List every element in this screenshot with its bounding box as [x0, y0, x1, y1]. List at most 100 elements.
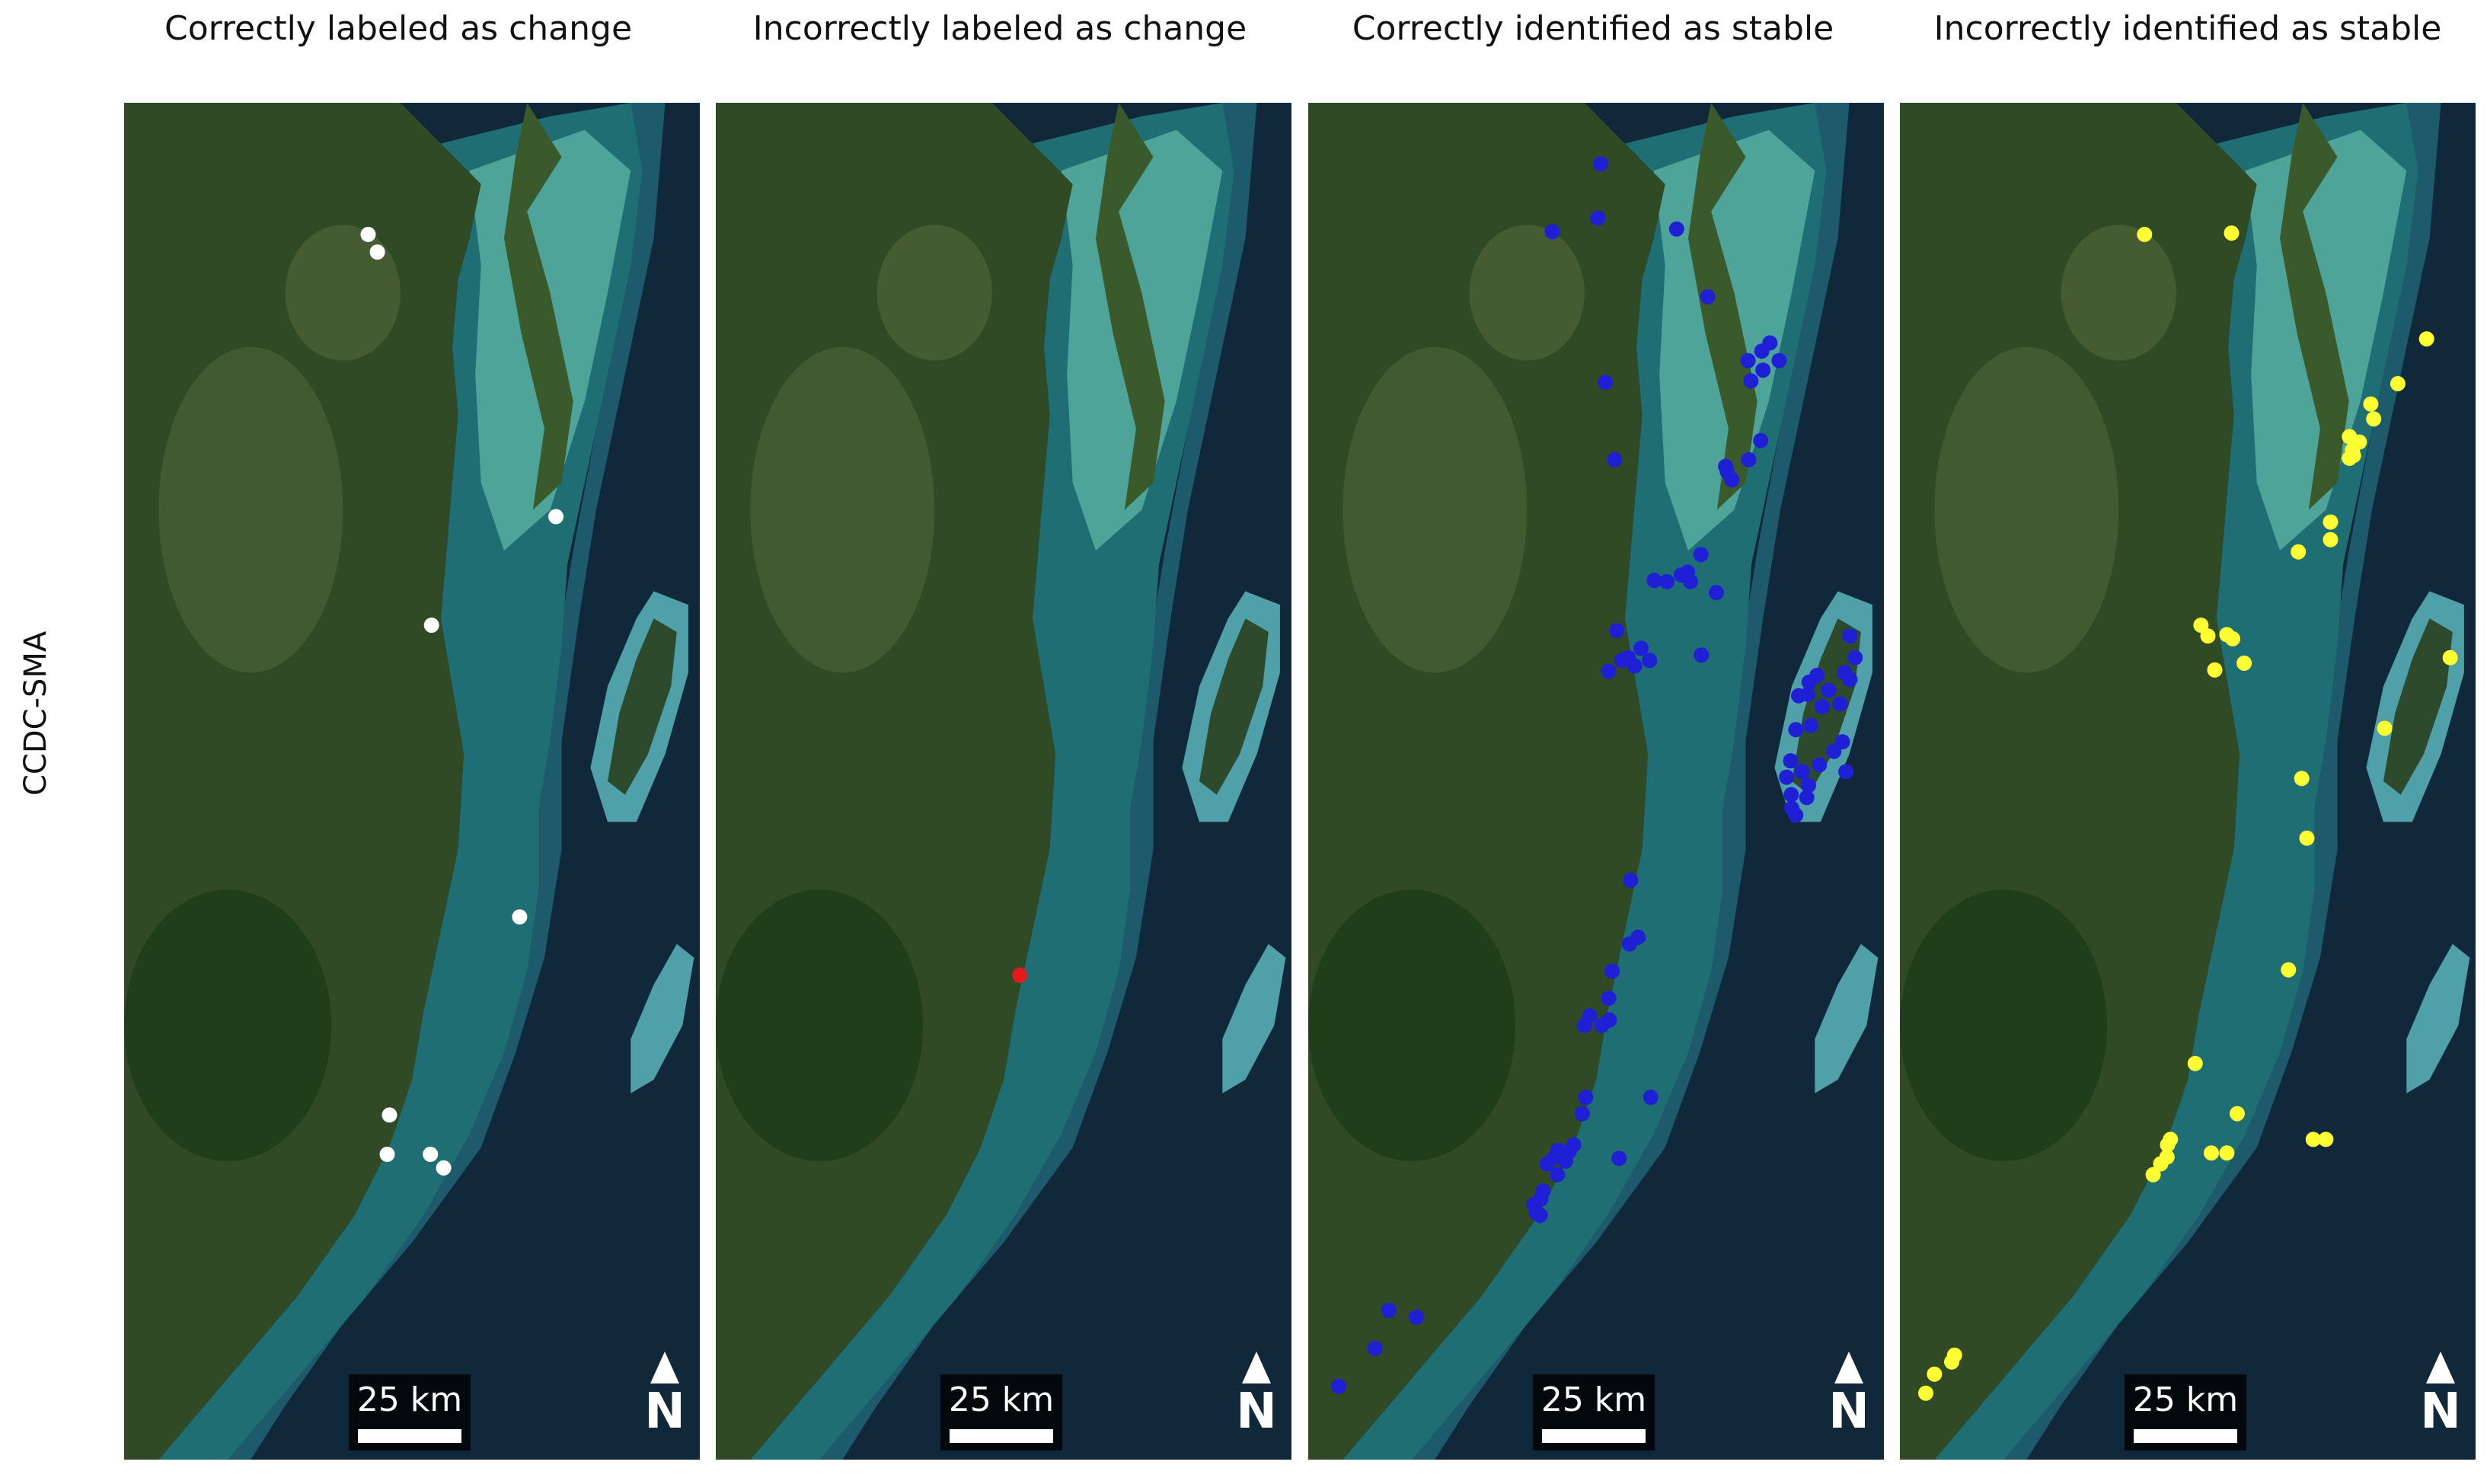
sample-point: [2366, 411, 2382, 427]
north-arrow: N: [1234, 1352, 1279, 1443]
sample-point: [2294, 771, 2310, 787]
panel-3-title: Correctly identified as stable: [1352, 9, 1834, 48]
scale-bar-line: [358, 1429, 461, 1443]
sample-point: [1694, 647, 1710, 663]
scale-bar: 25 km: [2125, 1374, 2246, 1450]
north-arrow-icon: [2426, 1352, 2455, 1383]
sample-point: [1557, 1154, 1573, 1169]
north-arrow-icon: [1242, 1352, 1271, 1383]
map-panel-2[interactable]: 25 km N: [716, 103, 1291, 1460]
sample-point: [1668, 221, 1684, 237]
row-label: CCDC-SMA: [18, 630, 53, 796]
sample-point: [1544, 224, 1560, 240]
sample-point: [1601, 991, 1617, 1007]
sample-point: [2291, 544, 2307, 560]
sample-point: [1779, 769, 1795, 785]
satellite-basemap: [1308, 103, 1884, 1460]
map-panel-3[interactable]: 25 km N: [1308, 103, 1884, 1460]
scale-bar-line: [950, 1429, 1053, 1443]
sample-point: [1601, 663, 1617, 679]
sample-point: [2187, 1055, 2203, 1071]
sample-point: [2200, 628, 2216, 644]
sample-point: [1409, 1309, 1425, 1325]
sample-point: [2193, 618, 2209, 633]
sample-point: [1594, 1017, 1610, 1033]
sample-point: [1627, 658, 1643, 674]
scale-bar-line: [1542, 1429, 1646, 1443]
sample-point: [1753, 432, 1769, 448]
sample-point: [1918, 1385, 1933, 1401]
sample-point: [1719, 464, 1735, 480]
north-arrow-label: N: [1828, 1383, 1869, 1440]
sample-point: [1801, 674, 1817, 690]
sample-point: [1783, 753, 1799, 769]
north-arrow-icon: [650, 1352, 679, 1383]
sample-point: [1788, 722, 1804, 738]
sample-point: [423, 618, 439, 633]
sample-point: [1659, 574, 1674, 589]
map-panel-1[interactable]: 25 km N: [124, 103, 700, 1460]
satellite-basemap: [124, 103, 700, 1460]
sample-point: [1754, 343, 1770, 359]
sample-point: [1642, 653, 1658, 669]
sample-point: [1812, 757, 1828, 773]
sample-point: [2363, 396, 2379, 412]
sample-point: [1838, 764, 1854, 780]
sample-point: [2305, 1131, 2321, 1147]
north-arrow: N: [1826, 1352, 1872, 1443]
sample-point: [2224, 225, 2240, 241]
sample-point: [1609, 623, 1625, 639]
sample-point: [369, 244, 385, 260]
sample-point: [1832, 696, 1848, 712]
north-arrow-label: N: [644, 1383, 685, 1440]
sample-point: [1826, 743, 1842, 759]
scale-bar-label: 25 km: [948, 1380, 1055, 1419]
sample-point: [1574, 1106, 1590, 1122]
sample-point: [1012, 967, 1028, 983]
sample-point: [436, 1160, 452, 1176]
satellite-basemap: [1900, 103, 2476, 1460]
sample-point: [1331, 1378, 1347, 1394]
sample-point: [2204, 1145, 2219, 1161]
sample-point: [1794, 764, 1810, 780]
sample-point: [2377, 720, 2393, 736]
sample-point: [1771, 353, 1787, 369]
map-panel-4[interactable]: 25 km N: [1900, 103, 2476, 1460]
sample-point: [1709, 585, 1724, 601]
scale-bar-label: 25 km: [356, 1380, 463, 1419]
sample-point: [2207, 662, 2223, 678]
sample-point: [1801, 777, 1816, 793]
satellite-basemap: [716, 103, 1291, 1460]
sample-point: [512, 909, 528, 925]
north-arrow-icon: [1834, 1352, 1863, 1383]
sample-point: [1381, 1303, 1397, 1318]
sample-point: [1842, 628, 1858, 644]
sample-point: [1623, 873, 1639, 889]
sample-point: [1578, 1090, 1594, 1106]
sample-point: [1799, 790, 1815, 806]
sample-point: [1847, 649, 1863, 665]
sample-point: [1944, 1354, 1959, 1370]
north-arrow-label: N: [1236, 1383, 1277, 1440]
sample-point: [1927, 1366, 1943, 1382]
scale-bar-label: 25 km: [1540, 1380, 1647, 1419]
sample-point: [1683, 574, 1698, 589]
sample-point: [548, 509, 563, 525]
sample-point: [382, 1107, 397, 1123]
sample-point: [2418, 331, 2434, 347]
sample-point: [1693, 547, 1709, 563]
sample-point: [1532, 1208, 1548, 1224]
sample-point: [2318, 1131, 2334, 1147]
sample-point: [1633, 640, 1649, 656]
panel-4-title: Incorrectly identified as stable: [1933, 9, 2442, 48]
sample-point: [1604, 963, 1620, 979]
panel-1-title: Correctly labeled as change: [164, 9, 633, 48]
sample-point: [1646, 573, 1662, 589]
scale-bar: 25 km: [1533, 1374, 1655, 1450]
sample-point: [1598, 375, 1614, 391]
sample-point: [379, 1147, 395, 1162]
sample-point: [1611, 1150, 1627, 1166]
north-arrow-label: N: [2420, 1383, 2461, 1440]
sample-point: [360, 226, 376, 242]
sample-point: [1590, 210, 1606, 226]
